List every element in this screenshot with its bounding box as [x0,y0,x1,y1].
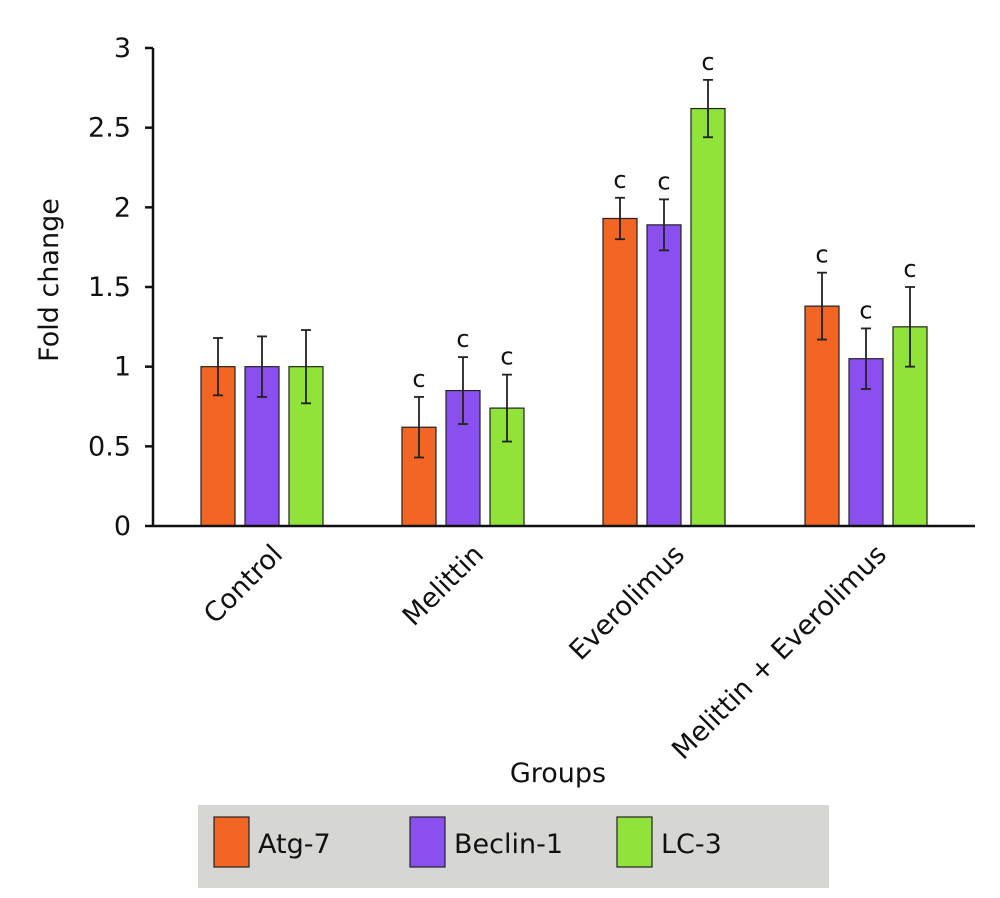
significance-label: c [613,166,626,194]
bar-beclin-1-2 [646,224,682,527]
bar-lc-3-2 [690,107,726,527]
y-tick-label: 0 [114,511,131,542]
y-axis-ticks: 0 0.5 1 1.5 2 2.5 3 [88,33,153,542]
legend-swatch-beclin-1 [409,816,446,868]
x-tick-label: Control [198,539,289,630]
x-tick-label: Melittin [397,539,490,632]
legend-label-atg-7: Atg-7 [258,829,331,860]
legend-swatch-lc-3 [616,816,653,868]
y-tick-label: 2.5 [88,113,131,144]
plot-area: c c c c c c c c c [200,48,928,527]
legend-background [198,805,829,888]
bar-atg-7-3 [804,305,840,527]
x-axis-title: Groups [510,758,606,789]
significance-label: c [701,48,714,76]
significance-label: c [903,255,916,283]
legend-label-beclin-1: Beclin-1 [454,829,563,860]
y-tick-label: 1.5 [88,272,131,303]
significance-label: c [657,167,670,195]
x-tick-label: Melittin + Everolimus [666,539,893,766]
y-tick-label: 1 [114,352,131,383]
significance-label: c [412,365,425,393]
significance-label: c [500,343,513,371]
y-tick-label: 0.5 [88,431,131,462]
y-tick-label: 2 [114,192,131,223]
legend: Atg-7 Beclin-1 LC-3 [198,805,829,888]
significance-label: c [456,325,469,353]
significance-label: c [859,296,872,324]
significance-label: c [815,241,828,269]
x-tick-label: Everolimus [564,539,691,666]
legend-label-lc-3: LC-3 [661,829,722,860]
bar-atg-7-2 [602,217,638,527]
y-tick-label: 3 [114,33,131,64]
y-axis-title: Fold change [34,198,65,362]
legend-swatch-atg-7 [213,816,250,868]
